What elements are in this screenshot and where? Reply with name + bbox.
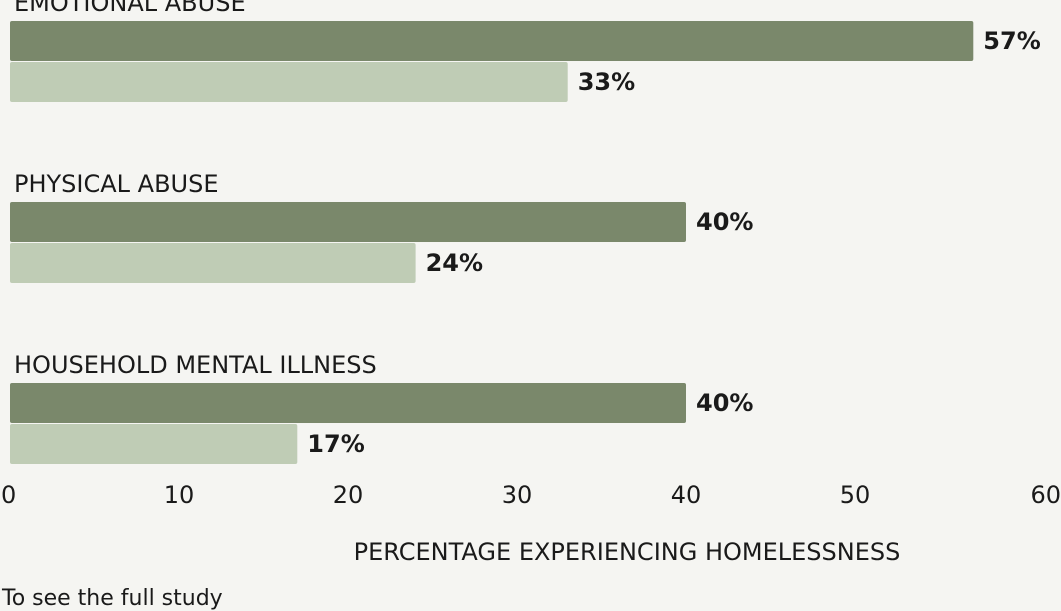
data-label: 33% xyxy=(578,68,635,96)
data-label: 40% xyxy=(696,208,753,236)
x-axis-label: PERCENTAGE EXPERIENCING HOMELESSNESS xyxy=(354,538,901,566)
category-label: PHYSICAL ABUSE xyxy=(14,170,219,198)
bar xyxy=(10,424,298,464)
x-tick-label: 20 xyxy=(333,481,364,509)
footer-link-text[interactable]: To see the full study xyxy=(2,586,223,611)
x-tick-label: 60 xyxy=(1030,481,1061,509)
data-label: 40% xyxy=(696,389,753,417)
bar xyxy=(10,21,974,61)
x-axis-ticks: 0 10 20 30 40 50 60 xyxy=(1,481,1061,509)
x-tick-label: 50 xyxy=(840,481,871,509)
data-label: 17% xyxy=(307,430,364,458)
category-group: PHYSICAL ABUSE 40% 24% xyxy=(10,170,753,283)
category-label: HOUSEHOLD MENTAL ILLNESS xyxy=(14,351,377,379)
bar xyxy=(10,62,568,102)
x-tick-label: 0 xyxy=(1,481,16,509)
x-tick-label: 40 xyxy=(671,481,702,509)
category-groups: EMOTIONAL ABUSE 57% 33% PHYSICAL ABUSE 40% 24… xyxy=(10,0,1041,464)
category-group: HOUSEHOLD MENTAL ILLNESS 40% 17% xyxy=(10,351,753,464)
data-label: 24% xyxy=(426,249,483,277)
category-label: EMOTIONAL ABUSE xyxy=(14,0,246,17)
bar xyxy=(10,383,686,423)
bar xyxy=(10,202,686,242)
category-group: EMOTIONAL ABUSE 57% 33% xyxy=(10,0,1041,102)
x-tick-label: 30 xyxy=(502,481,533,509)
x-tick-label: 10 xyxy=(164,481,195,509)
data-label: 57% xyxy=(983,27,1040,55)
bar xyxy=(10,243,416,283)
